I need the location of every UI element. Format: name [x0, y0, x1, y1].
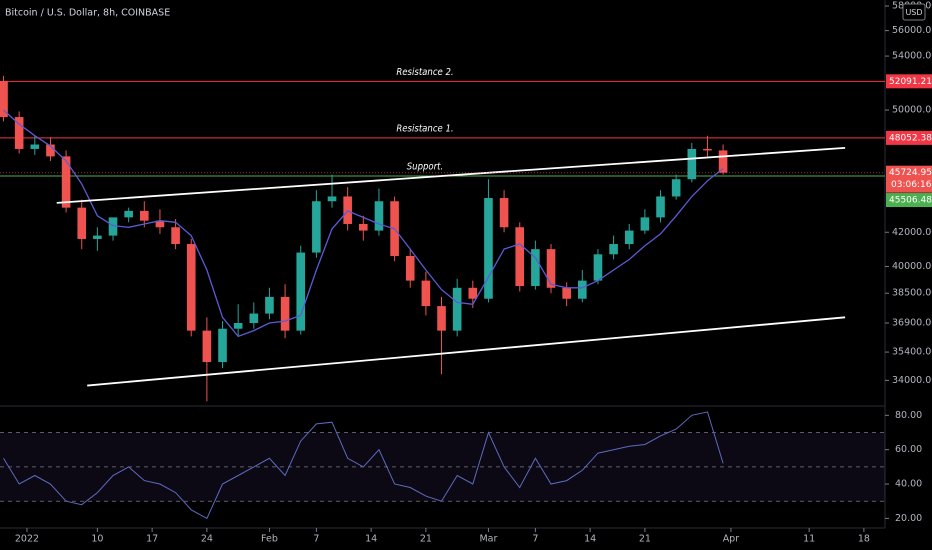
candle-body [14, 117, 24, 149]
price-box [886, 74, 932, 89]
rsi-line [3, 411, 724, 520]
price-box-label: 45506.48 [889, 196, 932, 206]
x-tick-label: 18 [858, 534, 870, 545]
candle-body [296, 252, 306, 331]
candle-body [546, 249, 556, 288]
y-tick-label: 36900.00 [892, 317, 932, 328]
candle-body [515, 227, 525, 286]
candle-body [468, 287, 478, 299]
chart-title: Bitcoin / U.S. Dollar, 8h, COINBASE [5, 8, 170, 19]
candle-body [30, 144, 40, 149]
x-tick-label: 14 [365, 534, 377, 545]
candle-body [171, 227, 180, 245]
candle-body [202, 330, 212, 363]
x-tick-label: Apr [723, 534, 740, 545]
price-box-label: 52091.21 [889, 77, 932, 87]
candle-body [124, 210, 133, 218]
candle-body [609, 244, 618, 255]
candle-body [218, 328, 227, 363]
x-tick-label: 14 [584, 534, 596, 545]
candle-body [421, 280, 431, 307]
candle-body [484, 198, 493, 299]
candle-body [640, 217, 650, 231]
candle-body [671, 179, 681, 197]
candle-body [624, 230, 634, 245]
candle-body [718, 150, 728, 173]
candle-body [531, 249, 540, 286]
candle-body [77, 207, 87, 239]
y-tick-label: 40000.00 [892, 261, 932, 272]
y-tick-label: 38500.00 [892, 288, 932, 299]
x-tick-label: 21 [420, 534, 432, 545]
trendline [87, 316, 846, 387]
x-tick-label: 11 [803, 534, 815, 545]
candle-body [593, 254, 603, 281]
candle-body [327, 196, 337, 202]
candle-body [155, 220, 165, 228]
x-tick-label: 21 [639, 534, 651, 545]
level-annotation: Resistance 2. [396, 67, 453, 78]
rsi-tick-label: 80.00 [895, 410, 922, 421]
candle-body [140, 210, 149, 221]
x-tick-label: 24 [201, 534, 213, 545]
candle-body [374, 201, 384, 231]
candle-body [233, 322, 243, 329]
y-tick-label: 50000.00 [892, 105, 932, 116]
y-tick-label: 42000.00 [892, 227, 932, 238]
x-tick-label: 17 [146, 534, 158, 545]
last-price-box [886, 165, 932, 193]
candle-body [578, 280, 587, 299]
candle-body [280, 296, 290, 331]
candle-body [359, 223, 368, 231]
x-tick-label: 7 [313, 534, 319, 545]
y-tick-label: 35400.00 [892, 347, 932, 358]
x-tick-label: 10 [91, 534, 103, 545]
candle-body [46, 144, 55, 157]
candle-body [687, 148, 697, 180]
candle-body [93, 235, 102, 239]
rsi-tick-label: 60.00 [895, 444, 922, 455]
trendline [56, 147, 846, 204]
rsi-tick-label: 20.00 [895, 513, 922, 524]
y-tick-label: 34000.00 [892, 375, 932, 386]
y-tick-label: 54000.00 [892, 51, 932, 62]
candle-body [61, 156, 71, 208]
x-tick-label: 7 [532, 534, 538, 545]
candle-body [452, 287, 462, 331]
price-box-label: 48052.38 [889, 133, 932, 143]
last-price-label: 45724.95 [889, 168, 932, 178]
currency-box[interactable] [902, 3, 926, 21]
moving-average [3, 109, 724, 338]
candle-body [108, 217, 118, 236]
candle-body [656, 196, 665, 218]
level-annotation: Resistance 1. [396, 123, 453, 134]
y-tick-label: 56000.00 [892, 25, 932, 36]
rsi-tick-label: 40.00 [895, 479, 922, 490]
level-annotation: Support. [407, 162, 444, 173]
x-tick-label: Feb [261, 534, 278, 545]
candle-body [249, 313, 259, 323]
x-tick-label: Mar [479, 534, 497, 545]
price-box [886, 130, 932, 145]
candle-body [562, 287, 571, 299]
currency-label[interactable]: USD [905, 8, 922, 17]
candle-body [499, 198, 509, 228]
candle-body [186, 244, 196, 331]
candle-body [0, 81, 8, 118]
x-tick-label: 2022 [15, 534, 39, 545]
candle-body [703, 148, 712, 151]
price-box [886, 193, 932, 208]
candle-body [265, 296, 274, 314]
candle-body [437, 306, 446, 331]
countdown-label: 03:06:16 [891, 180, 932, 190]
candle-body [405, 256, 415, 281]
candle-body [312, 201, 321, 253]
